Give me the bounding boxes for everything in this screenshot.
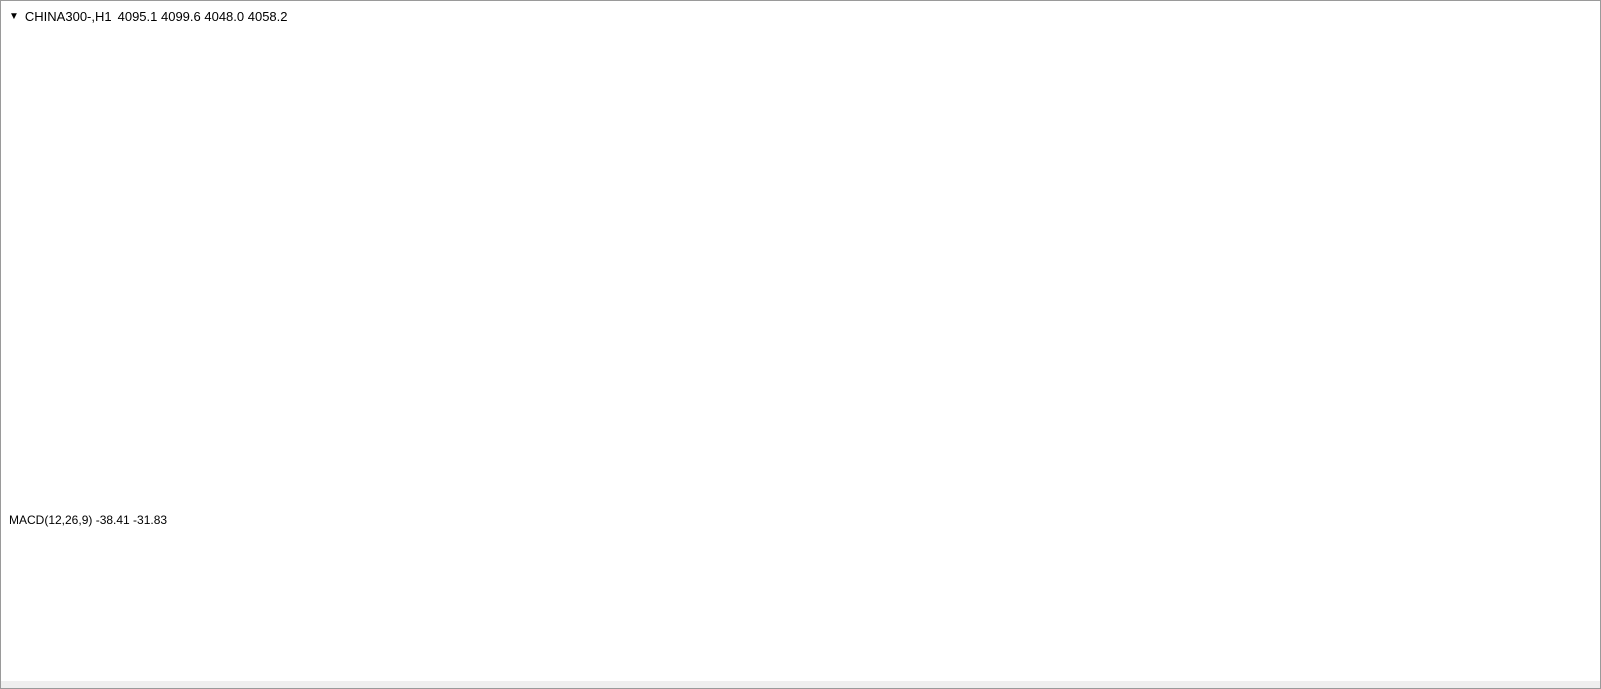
ohlc-values: 4095.1 4099.6 4048.0 4058.2 [117,9,288,24]
symbol-timeframe-label: CHINA300-,H1 [24,9,112,24]
bid-price-tag: 4058.2 [1503,3,1537,15]
chart-header: ▼ CHINA300-,H1 4095.1 4099.6 4048.0 4058… [9,9,288,24]
bottom-strip [1,681,1600,688]
hline-price-tag: 4143.2 [1503,3,1537,15]
macd-indicator-label: MACD(12,26,9) -38.41 -31.83 [9,513,168,527]
symbol-dropdown-icon[interactable]: ▼ [9,10,19,22]
